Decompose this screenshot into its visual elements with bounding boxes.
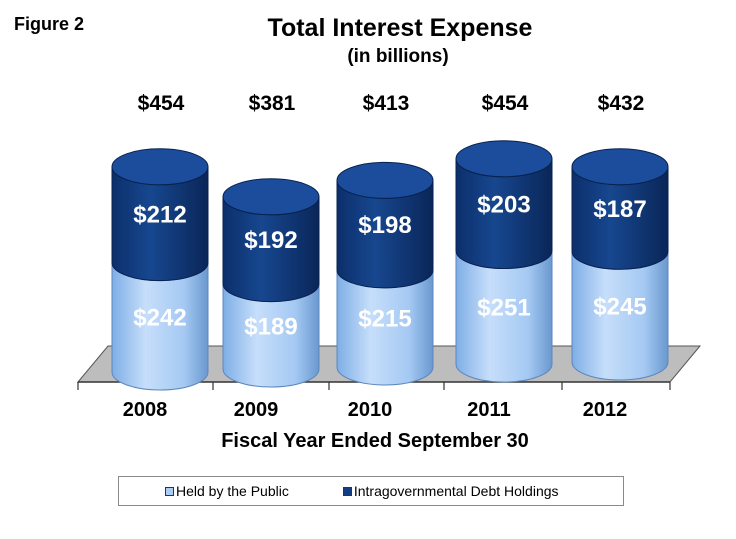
total-label-2011: $454 xyxy=(482,92,529,115)
total-label-2010: $413 xyxy=(363,92,410,115)
legend-item-public: Held by the Public xyxy=(165,483,289,499)
bar-top-cap-2009 xyxy=(222,178,320,216)
data-label-intragov-2011: $203 xyxy=(477,192,530,219)
bar-top-cap-2010 xyxy=(336,161,434,199)
legend-label-intragov: Intragovernmental Debt Holdings xyxy=(353,483,559,499)
data-label-public-2011: $251 xyxy=(477,294,530,321)
x-tick-label-2012: 2012 xyxy=(583,399,628,421)
total-label-2008: $454 xyxy=(138,92,185,115)
figure-label: Figure 2 xyxy=(14,14,85,34)
x-tick-label-2010: 2010 xyxy=(348,399,393,421)
x-tick-label-2009: 2009 xyxy=(234,399,279,421)
legend-item-intragov: Intragovernmental Debt Holdings xyxy=(342,483,559,499)
total-label-2009: $381 xyxy=(249,92,296,115)
chart-subtitle: (in billions) xyxy=(347,46,449,67)
legend-label-public: Held by the Public xyxy=(176,483,289,499)
data-label-public-2009: $189 xyxy=(244,313,297,340)
data-label-intragov-2008: $212 xyxy=(133,202,186,229)
total-label-2012: $432 xyxy=(598,92,645,115)
legend-swatch-intragov xyxy=(342,486,352,496)
data-label-public-2012: $245 xyxy=(593,294,646,321)
bar-top-cap-2008 xyxy=(111,148,209,186)
legend-swatch-public xyxy=(165,486,174,496)
bar-top-cap-2011 xyxy=(455,140,553,178)
data-label-intragov-2009: $192 xyxy=(244,227,297,254)
chart-title: Total Interest Expense xyxy=(267,14,533,42)
x-tick-label-2008: 2008 xyxy=(123,399,168,421)
bar-top-cap-2012 xyxy=(571,148,669,186)
x-axis-title: Fiscal Year Ended September 30 xyxy=(221,430,529,452)
legend: Held by the Public Intragovernmental Deb… xyxy=(118,476,624,506)
data-label-public-2008: $242 xyxy=(133,304,186,331)
x-tick-label-2011: 2011 xyxy=(467,399,510,421)
data-label-intragov-2010: $198 xyxy=(358,212,411,239)
data-label-public-2010: $215 xyxy=(358,305,411,332)
data-label-intragov-2012: $187 xyxy=(593,196,646,223)
